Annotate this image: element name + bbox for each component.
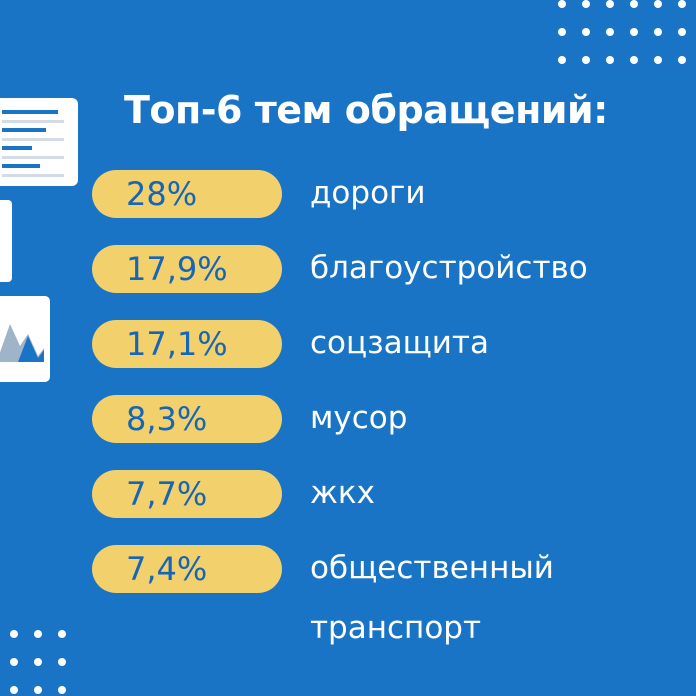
- topic-label: дороги: [310, 175, 426, 211]
- list-item: 7,4% общественный транспорт: [92, 545, 692, 646]
- percent-value: 8,3%: [126, 400, 208, 438]
- percent-value: 17,1%: [126, 325, 228, 363]
- page-title: Топ-6 тем обращений:: [124, 88, 608, 132]
- percent-badge: 17,1%: [92, 320, 282, 368]
- dot-grid-bottom-left: [10, 630, 66, 694]
- topic-label: общественный: [310, 550, 554, 586]
- list-item: 17,1% соцзащита: [92, 320, 692, 372]
- percent-badge: 7,4%: [92, 545, 282, 593]
- topic-label: жкх: [310, 475, 375, 511]
- percent-value: 28%: [126, 175, 198, 213]
- document-icon: [0, 98, 78, 186]
- percent-value: 7,4%: [126, 550, 208, 588]
- topic-label: соцзащита: [310, 325, 489, 361]
- card-icon: [0, 200, 12, 282]
- percent-value: 7,7%: [126, 475, 208, 513]
- percent-badge: 28%: [92, 170, 282, 218]
- list-item: 7,7% жкх: [92, 470, 692, 522]
- percent-value: 17,9%: [126, 250, 228, 288]
- percent-badge: 7,7%: [92, 470, 282, 518]
- topic-label: мусор: [310, 400, 408, 436]
- percent-badge: 8,3%: [92, 395, 282, 443]
- chart-card-icon: [0, 296, 50, 382]
- list-item: 8,3% мусор: [92, 395, 692, 447]
- dot-grid-top-right: [558, 0, 686, 64]
- topic-label-line2: транспорт: [310, 610, 482, 646]
- percent-badge: 17,9%: [92, 245, 282, 293]
- topic-label: благоустройство: [310, 250, 588, 286]
- list-item: 17,9% благоустройство: [92, 245, 692, 297]
- list-item: 28% дороги: [92, 170, 692, 222]
